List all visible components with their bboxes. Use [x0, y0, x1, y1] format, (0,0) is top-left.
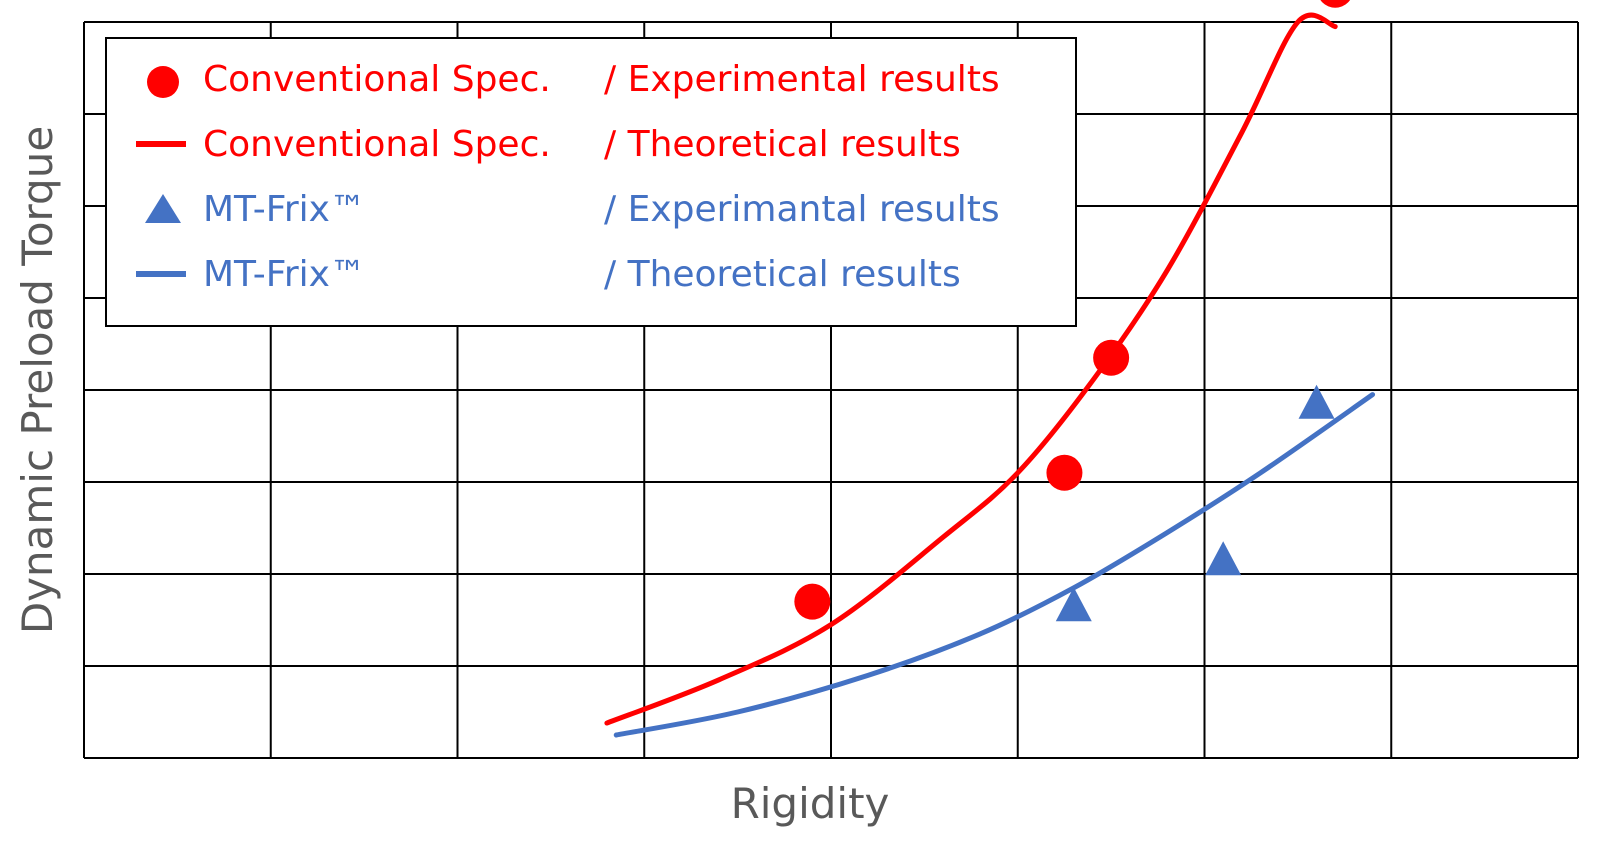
legend-label: / Theoretical results [604, 124, 961, 165]
data-point-circle [1320, 0, 1351, 8]
data-point-circle [794, 583, 831, 620]
x-axis-label: Rigidity [731, 779, 890, 828]
data-point-triangle [1055, 587, 1092, 622]
legend-circle-icon [147, 66, 179, 98]
y-axis-label: Dynamic Preload Torque [13, 126, 62, 634]
legend-label: / Experimental results [604, 59, 1000, 100]
legend-label: MT-Frix™ [203, 189, 366, 230]
legend-box [105, 37, 1077, 327]
legend: Conventional Spec. / Experimental results… [105, 37, 1077, 327]
legend-label: Conventional Spec. [203, 59, 551, 100]
legend-label: / Theoretical results [604, 254, 961, 295]
data-point-circle [1046, 454, 1083, 491]
data-point-triangle [1298, 384, 1335, 419]
series-line [613, 392, 1376, 738]
data-point-circle [1093, 339, 1130, 376]
legend-triangle-icon [145, 194, 181, 223]
legend-label: MT-Frix™ [203, 254, 366, 295]
legend-label: Conventional Spec. [203, 124, 551, 165]
series-line [604, 12, 1338, 726]
legend-label: / Experimantal results [604, 189, 1000, 230]
data-point-triangle [1205, 541, 1242, 576]
series-markers [794, 0, 1351, 622]
series-lines [604, 12, 1376, 738]
